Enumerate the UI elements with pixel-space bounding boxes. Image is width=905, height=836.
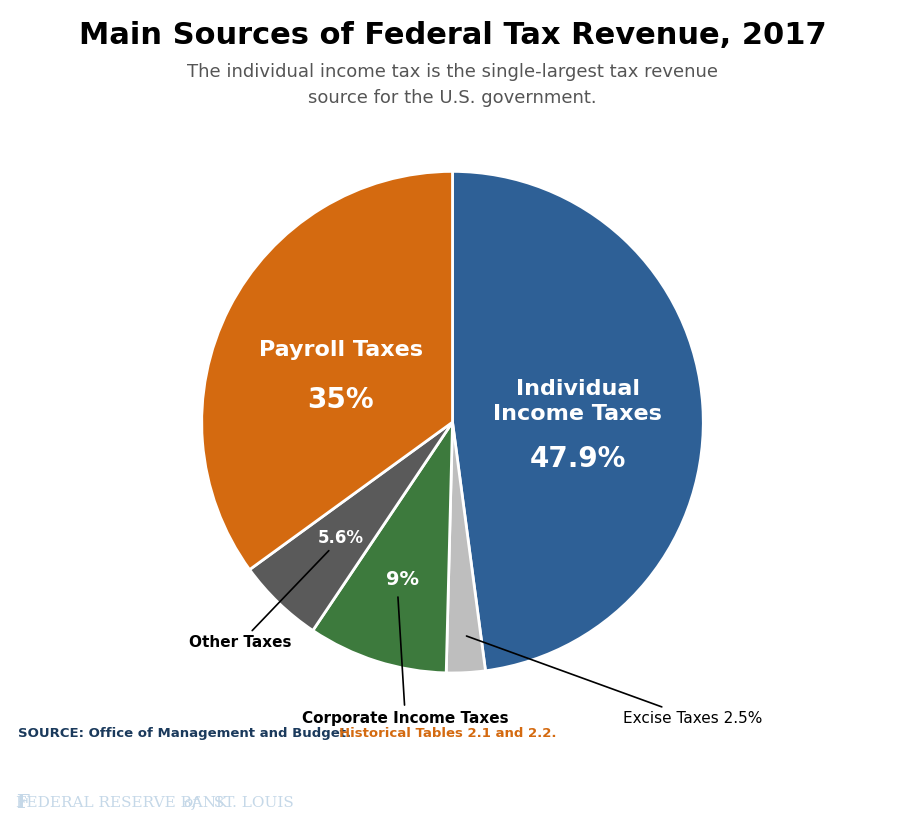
Text: The individual income tax is the single-largest tax revenue
source for the U.S. : The individual income tax is the single-… [187, 63, 718, 107]
Wedge shape [202, 171, 452, 569]
Text: of: of [184, 796, 198, 810]
Text: SOURCE: Office of Management and Budget.: SOURCE: Office of Management and Budget. [18, 726, 356, 740]
Wedge shape [452, 171, 703, 670]
Text: FEDERAL RESERVE BANK: FEDERAL RESERVE BANK [16, 796, 233, 810]
Text: Excise Taxes 2.5%: Excise Taxes 2.5% [466, 636, 762, 726]
Wedge shape [250, 422, 452, 630]
Text: Historical Tables 2.1 and 2.2.: Historical Tables 2.1 and 2.2. [339, 726, 557, 740]
Text: Payroll Taxes: Payroll Taxes [259, 340, 423, 360]
Text: Main Sources of Federal Tax Revenue, 2017: Main Sources of Federal Tax Revenue, 201… [79, 21, 826, 50]
Text: ST. LOUIS: ST. LOUIS [209, 796, 294, 810]
Wedge shape [446, 422, 485, 673]
Text: Other Taxes: Other Taxes [189, 551, 329, 650]
Text: Corporate Income Taxes: Corporate Income Taxes [302, 597, 509, 726]
Wedge shape [313, 422, 452, 673]
Text: F: F [16, 794, 29, 812]
Text: 9%: 9% [386, 570, 419, 589]
Text: Individual
Income Taxes: Individual Income Taxes [493, 379, 662, 424]
Text: 5.6%: 5.6% [319, 529, 364, 547]
Text: 35%: 35% [308, 386, 374, 415]
Text: 47.9%: 47.9% [529, 445, 626, 473]
